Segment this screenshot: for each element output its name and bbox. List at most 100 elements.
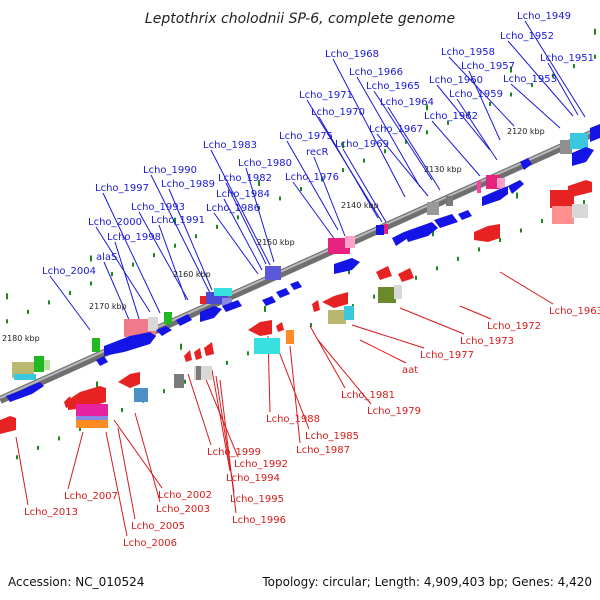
label-leader-line [373,90,433,181]
tick-mark [478,247,480,252]
gene-label: Lcho_1982 [218,173,272,184]
gene-label: Lcho_1964 [380,97,434,108]
label-leader-line [113,419,163,489]
gene-arrow [184,350,192,362]
tick-mark [48,300,50,305]
tick-mark [552,73,554,78]
tick-mark [373,294,375,299]
gene-block [344,306,354,320]
label-leader-line [103,261,131,323]
gene-label: Lcho_1973 [460,336,514,347]
gene-label: Lcho_1992 [234,459,288,470]
label-leader-line [431,120,481,177]
gene-arrow [404,222,438,242]
gene-block [76,416,108,422]
label-leader-line [213,212,259,275]
label-leader-line [105,431,128,537]
tick-mark [447,120,449,125]
label-leader-line [342,148,387,223]
genome-backbone [0,126,600,404]
gene-label: Lcho_1963 [549,306,600,317]
label-leader-line [468,70,501,141]
tick-mark [90,255,92,262]
gene-label: Lcho_1980 [238,158,292,169]
tick-mark [195,234,197,239]
gene-arrow [64,396,72,408]
gene-arrow [458,210,472,220]
gene-label: Lcho_2013 [24,507,78,518]
gene-label: recR [306,147,329,158]
gene-label: Lcho_1976 [285,172,339,183]
gene-label: Lcho_1967 [369,124,423,135]
gene-label: aat [402,365,418,376]
label-leader-line [150,174,211,294]
gene-arrow [262,296,276,306]
tick-mark [96,381,98,388]
gene-block [384,224,388,234]
tick-mark [226,360,228,365]
gene-block [572,204,588,218]
gene-arrow [248,320,272,336]
tick-mark [163,389,165,394]
gene-label: Lcho_1960 [429,75,483,86]
label-leader-line [134,412,161,503]
tick-mark [510,92,512,97]
gene-arrow [276,288,290,298]
kbp-label: 2180 kbp [2,334,40,343]
tick-mark [264,305,266,312]
gene-label: Lcho_1971 [299,90,353,101]
label-leader-line [387,106,441,191]
gene-arrow [312,300,320,312]
label-leader-line [219,379,237,514]
gene-label: Lcho_1965 [366,81,420,92]
gene-arrow [474,224,500,242]
topology-text: Topology: circular; Length: 4,909,403 bp… [261,575,592,589]
gene-block [477,181,481,193]
label-leader-line [499,271,554,305]
gene-arrow [434,214,458,228]
label-leader-line [67,431,84,490]
label-leader-line [158,224,187,301]
gene-label: Lcho_1969 [335,139,389,150]
tick-mark [58,436,60,441]
label-leader-line [359,339,407,364]
label-leader-line [225,182,267,265]
gene-arrow [194,348,202,360]
gene-block [328,310,346,324]
gene-arrow [6,382,44,402]
tick-mark [16,455,18,460]
gene-block [76,420,108,428]
gene-label: Lcho_1953 [503,74,557,85]
gene-block [214,288,232,296]
reverse-strand-features [0,180,592,434]
kbp-label: 2160 kbp [173,270,211,279]
bottom-label-leaders [15,271,554,537]
tick-mark [541,219,543,224]
tick-mark [37,445,39,450]
gene-block [174,374,184,388]
label-leader-line [211,369,231,472]
gene-arrow [156,326,172,336]
gene-arrow [392,232,408,246]
gene-label: Lcho_1966 [349,67,403,78]
gene-arrow [276,322,284,332]
gene-label: Lcho_1979 [367,406,421,417]
label-leader-line [313,156,346,237]
tick-mark [384,149,386,154]
kbp-label: 2130 kbp [424,165,462,174]
label-leader-line [223,198,263,271]
label-leader-line [15,436,29,506]
label-leader-line [114,241,141,323]
tick-mark [457,256,459,261]
label-leader-line [102,192,161,314]
top-label-leaders [49,20,586,331]
tick-mark [415,275,417,280]
tick-mark [216,224,218,229]
gene-arrow [222,300,242,312]
gene-arrow [520,158,532,170]
gene-arrow [104,332,156,356]
tick-mark [594,54,596,59]
gene-label: Lcho_1972 [487,321,541,332]
gene-block [328,238,350,254]
